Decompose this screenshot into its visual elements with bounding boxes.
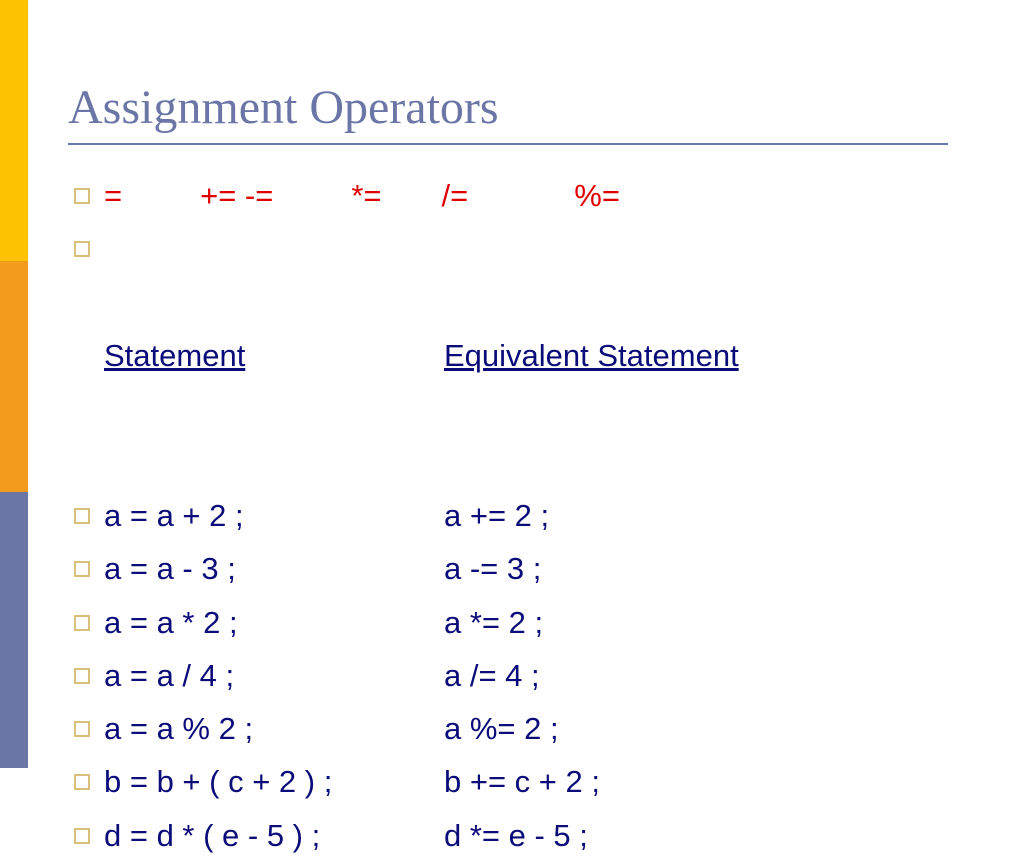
equivalent-cell: a -= 3 ;	[444, 542, 541, 595]
operator-token: =	[104, 169, 122, 222]
equivalent-cell: d *= e - 5 ;	[444, 809, 588, 862]
code-row: b = b + ( c + 2 ) ;b += c + 2 ;	[68, 755, 984, 808]
statement-cell: a = a - 3 ;	[104, 542, 444, 595]
title-underline	[68, 143, 948, 145]
statement-cell: b = b + ( c + 2 ) ;	[104, 755, 444, 808]
header-right: Equivalent Statement	[444, 329, 739, 382]
statement-cell: d = d * ( e - 5 ) ;	[104, 809, 444, 862]
code-row: a = a / 4 ;a /= 4 ;	[68, 649, 984, 702]
equivalent-cell: a /= 4 ;	[444, 649, 540, 702]
slide-content: Assignment Operators = += -= *= /= %= Statem…	[68, 80, 984, 862]
bullet-list: = += -= *= /= %= Statement Equivalent Statem…	[68, 169, 984, 862]
operator-token: %=	[574, 169, 620, 222]
slide-title: Assignment Operators	[68, 80, 984, 135]
sidebar-segment	[0, 0, 28, 261]
code-row: d = d * ( e - 5 ) ;d *= e - 5 ;	[68, 809, 984, 862]
operator-token: /=	[442, 169, 469, 222]
statement-cell: a = a * 2 ;	[104, 596, 444, 649]
header-row: Statement Equivalent Statement	[68, 222, 984, 489]
code-row: a = a - 3 ;a -= 3 ;	[68, 542, 984, 595]
equivalent-cell: a *= 2 ;	[444, 596, 543, 649]
statement-cell: a = a / 4 ;	[104, 649, 444, 702]
equivalent-cell: b += c + 2 ;	[444, 755, 600, 808]
operator-token: *=	[351, 169, 381, 222]
decorative-sidebar	[0, 0, 28, 768]
code-row: a = a * 2 ;a *= 2 ;	[68, 596, 984, 649]
equivalent-cell: a %= 2 ;	[444, 702, 559, 755]
header-left: Statement	[104, 329, 444, 382]
code-row: a = a + 2 ;a += 2 ;	[68, 489, 984, 542]
equivalent-cell: a += 2 ;	[444, 489, 549, 542]
code-row: a = a % 2 ;a %= 2 ;	[68, 702, 984, 755]
statement-cell: a = a + 2 ;	[104, 489, 444, 542]
statement-cell: a = a % 2 ;	[104, 702, 444, 755]
sidebar-segment	[0, 492, 28, 768]
operator-token: += -=	[200, 169, 273, 222]
operators-row: = += -= *= /= %=	[68, 169, 984, 222]
sidebar-segment	[0, 261, 28, 491]
